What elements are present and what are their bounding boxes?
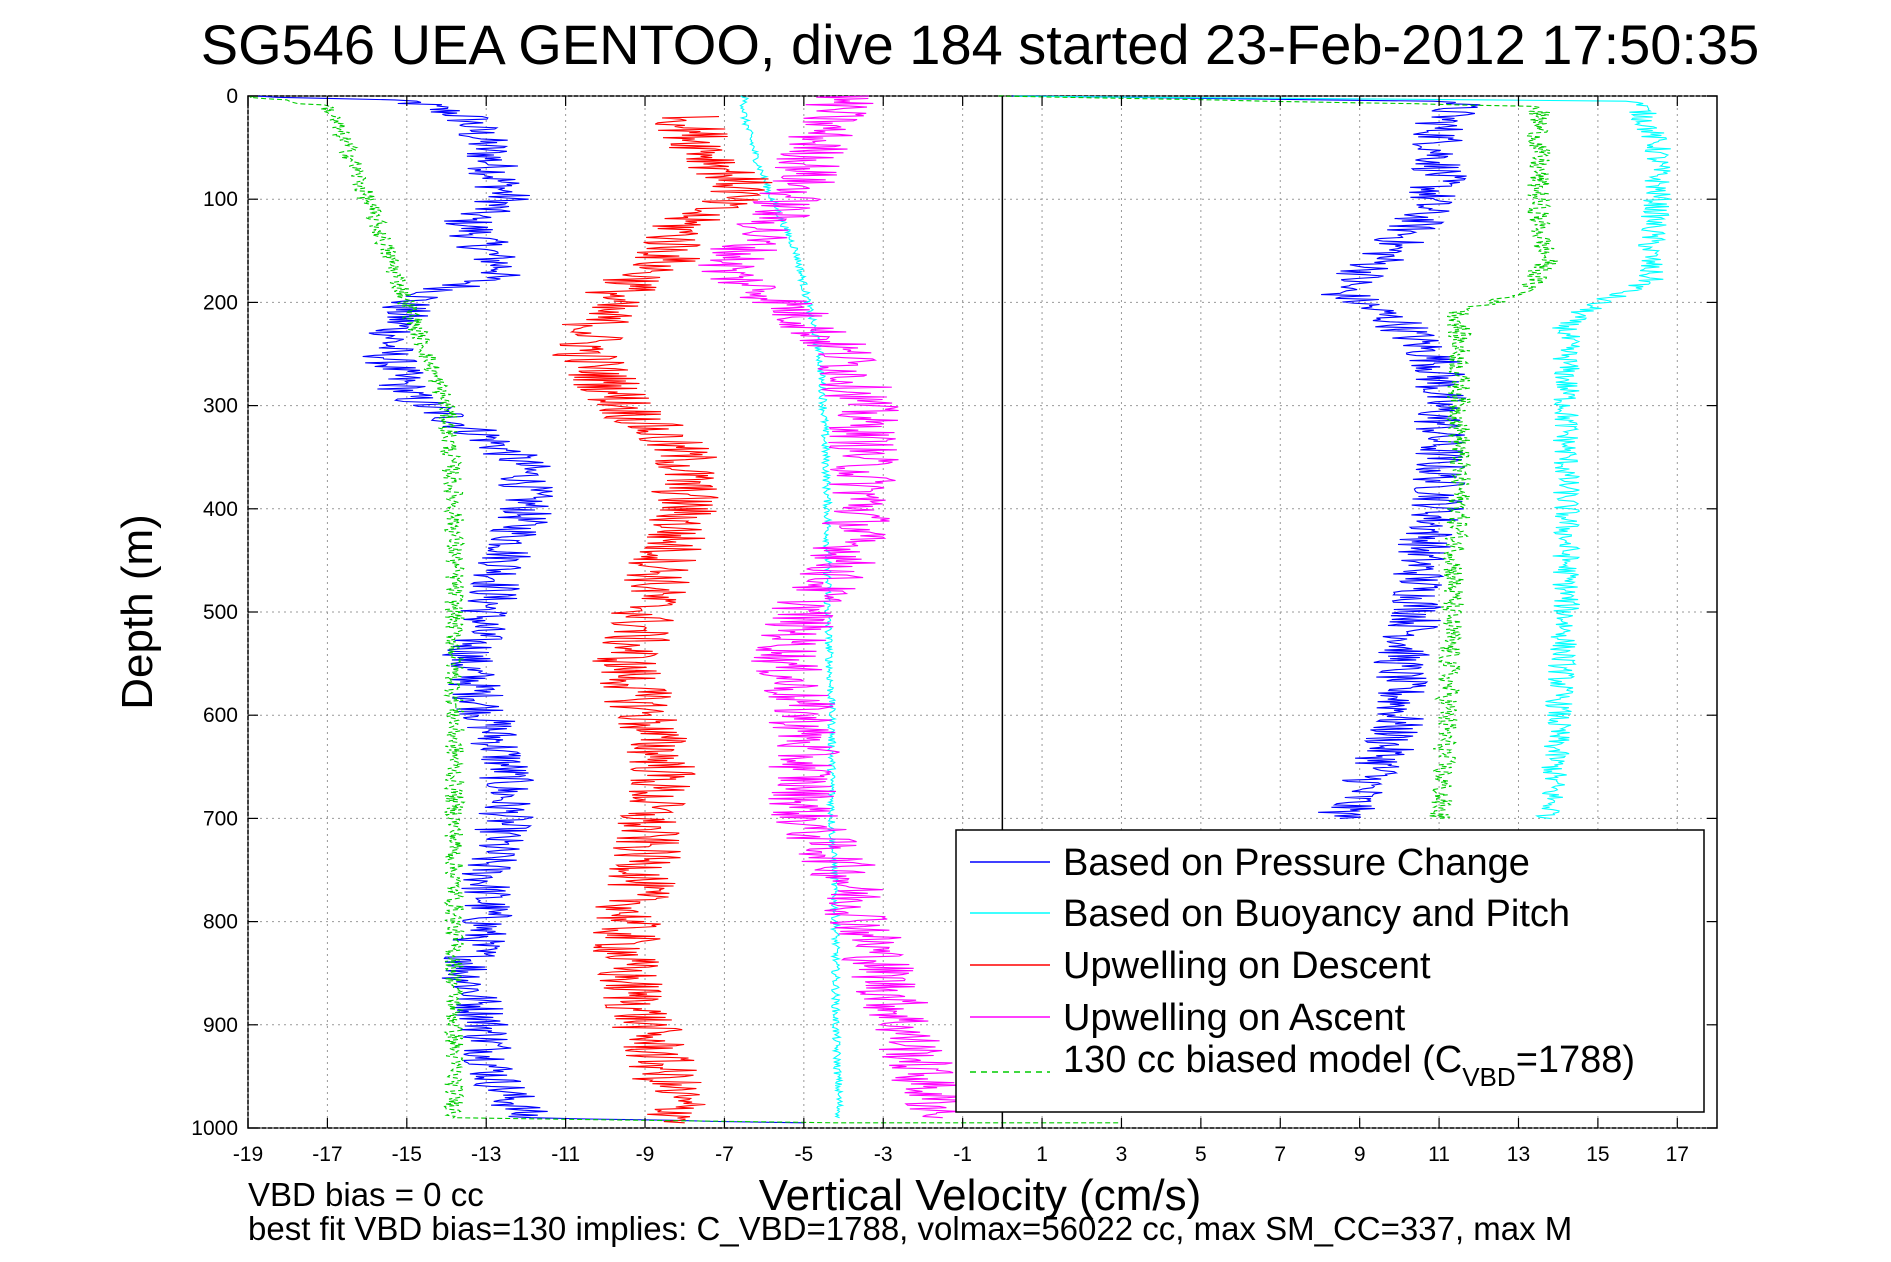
y-tick-label: 700 <box>203 807 238 830</box>
legend-label-model-end: =1788) <box>1516 1039 1635 1081</box>
legend-label-ascent: Upwelling on Ascent <box>1063 997 1406 1039</box>
y-tick-label: 900 <box>203 1014 238 1037</box>
x-tick-label: -3 <box>874 1143 893 1166</box>
series-line-1 <box>1011 95 1481 819</box>
series-line-4 <box>552 116 773 1124</box>
x-tick-label: 9 <box>1354 1143 1366 1166</box>
series-line-5 <box>698 95 965 1119</box>
x-tick-label: -5 <box>794 1143 813 1166</box>
legend-box <box>955 829 1705 1113</box>
x-tick-label: 1 <box>1036 1143 1048 1166</box>
legend-label-model-main: 130 cc biased model (C <box>1063 1039 1462 1081</box>
x-tick-label: 3 <box>1116 1143 1128 1166</box>
series-line-3 <box>1013 95 1671 819</box>
series-line-2 <box>739 95 845 1119</box>
y-axis-label: Depth (m) <box>113 514 162 710</box>
x-tick-label: 11 <box>1428 1143 1450 1166</box>
x-tick-label: -15 <box>392 1143 422 1166</box>
series-line-6 <box>249 95 1122 1124</box>
footer-line-1: VBD bias = 0 cc <box>248 1176 484 1213</box>
y-tick-label: 300 <box>203 395 238 418</box>
x-tick-label: 7 <box>1274 1143 1286 1166</box>
x-tick-label: -7 <box>715 1143 734 1166</box>
series-line-7 <box>998 95 1558 819</box>
x-tick-label: -19 <box>233 1143 263 1166</box>
legend-label-model: 130 cc biased model (CVBD=1788) <box>1063 1039 1635 1092</box>
legend-label-buoyancy: Based on Buoyancy and Pitch <box>1063 893 1570 935</box>
y-tick-label: 500 <box>203 601 238 624</box>
y-tick-label: 800 <box>203 911 238 934</box>
series-line-0 <box>256 95 804 1124</box>
x-tick-label: -17 <box>312 1143 342 1166</box>
x-tick-label: 13 <box>1507 1143 1530 1166</box>
x-tick-label: -1 <box>953 1143 972 1166</box>
x-tick-label: 15 <box>1586 1143 1609 1166</box>
footer-line-2: best fit VBD bias=130 implies: C_VBD=178… <box>248 1210 1572 1247</box>
legend: Based on Pressure Change Based on Buoyan… <box>955 829 1705 1113</box>
x-tick-label: -11 <box>551 1143 580 1166</box>
x-tick-label: -9 <box>636 1143 655 1166</box>
y-axis-ticks: 0 100 200 300 400 500 600 700 800 900 1000 <box>191 85 1717 1140</box>
y-tick-label: 600 <box>203 704 238 727</box>
x-tick-label: 17 <box>1666 1143 1689 1166</box>
x-axis-ticks: -19 -17 -15 -13 -11 -9 -7 -5 -3 -1 1 3 5 7 9 11 13 15 17 <box>233 96 1689 1166</box>
chart-title: SG546 UEA GENTOO, dive 184 started 23-Fe… <box>201 13 1760 76</box>
y-tick-label: 100 <box>203 188 238 211</box>
legend-label-pressure: Based on Pressure Change <box>1063 842 1530 884</box>
y-tick-label: 1000 <box>191 1117 238 1140</box>
x-tick-label: 5 <box>1195 1143 1207 1166</box>
x-tick-label: -13 <box>471 1143 501 1166</box>
x-axis-label: Vertical Velocity (cm/s) <box>759 1171 1202 1220</box>
legend-label-model-sub: VBD <box>1462 1062 1515 1092</box>
legend-label-descent: Upwelling on Descent <box>1063 945 1431 987</box>
y-tick-label: 0 <box>226 85 238 108</box>
series-layer <box>249 95 1671 1124</box>
y-tick-label: 400 <box>203 498 238 521</box>
y-tick-label: 200 <box>203 291 238 314</box>
